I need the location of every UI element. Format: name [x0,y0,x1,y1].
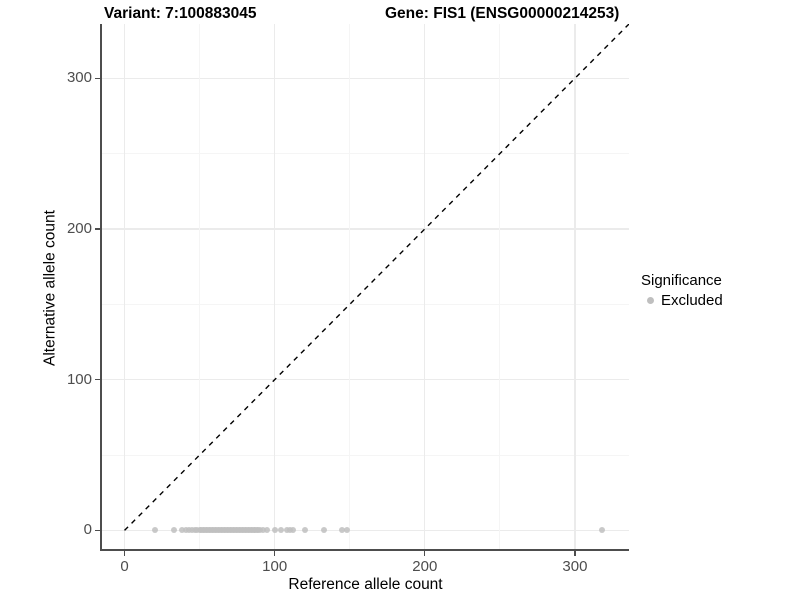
gridline-minor-horizontal [102,153,629,155]
data-point [598,527,605,534]
gridline-minor-vertical [199,24,201,550]
legend-title: Significance [641,272,722,289]
legend-key [641,291,659,309]
gene-title: Gene: FIS1 (ENSG00000214253) [385,5,620,22]
data-point [301,527,308,534]
y-axis-tick [95,228,100,230]
x-axis-tick-label: 0 [120,558,129,575]
data-point [277,527,284,534]
data-point [343,527,350,534]
x-axis-tick [273,551,276,556]
variant-title: Variant: 7:100883045 [104,5,257,22]
y-axis-tick-label: 300 [66,69,92,87]
legend-item-label: Excluded [661,291,723,309]
x-axis-tick-label: 100 [262,558,288,575]
x-axis-label: Reference allele count [288,576,443,593]
gridline-major-vertical [424,24,426,550]
data-point [259,527,266,534]
data-point [178,527,185,534]
legend: Significance Excluded [641,272,723,309]
plot-panel [102,24,629,550]
data-point [289,527,296,534]
y-axis-tick-label: 0 [83,521,92,539]
y-axis-tick [95,378,100,381]
legend-dot-icon [646,296,654,304]
gridline-major-vertical [274,24,276,550]
x-axis-tick [123,551,126,556]
y-axis-label: Alternative allele count [41,210,59,366]
gridline-minor-vertical [499,24,501,550]
x-axis-tick [574,551,576,556]
y-axis-tick-label: 200 [66,219,92,237]
gridline-major-vertical [123,24,126,550]
gridline-minor-horizontal [102,454,629,456]
x-axis-line [100,549,629,551]
data-point [321,527,328,534]
x-axis-tick-label: 300 [562,558,588,575]
gridline-major-horizontal [102,228,629,230]
gridline-minor-horizontal [102,303,629,305]
identity-reference-line [124,24,629,531]
gridline-major-horizontal [102,77,629,79]
data-point [151,527,158,534]
gridline-major-horizontal [102,529,629,531]
x-axis-tick [424,551,426,556]
data-point [339,527,346,534]
y-axis-tick [95,77,100,79]
data-point [171,527,178,534]
gridline-major-horizontal [102,379,629,381]
y-axis-line [100,24,102,551]
y-axis-tick-label: 100 [66,370,92,388]
gridline-minor-vertical [349,24,351,550]
data-point [264,527,271,534]
x-axis-tick-label: 200 [412,558,438,575]
data-point [271,527,278,534]
legend-item: Excluded [641,291,723,309]
y-axis-tick [95,529,100,532]
gridline-major-vertical [574,24,576,550]
legend-items: Excluded [641,291,723,309]
